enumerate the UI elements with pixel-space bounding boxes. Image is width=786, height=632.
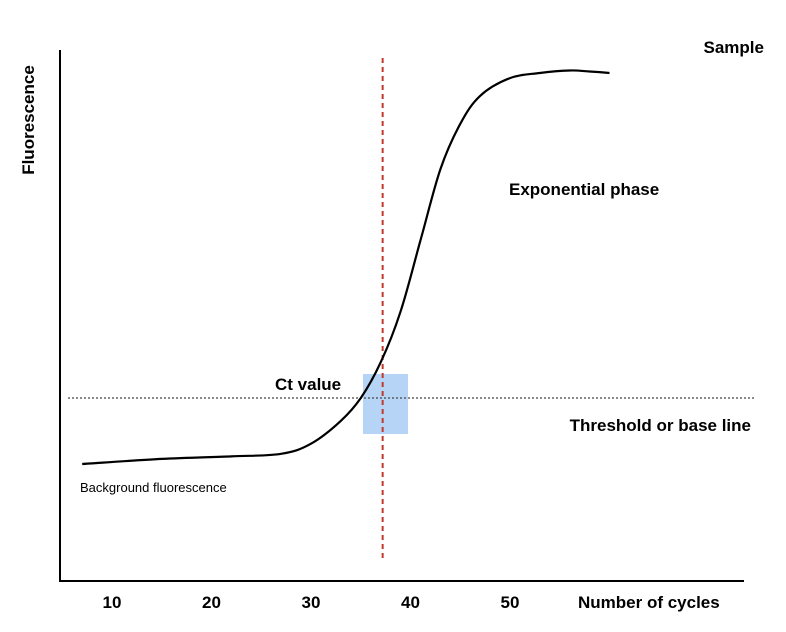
ct-value-label: Ct value — [275, 375, 341, 394]
y-axis-label: Fluorescence — [19, 65, 38, 175]
background-fluorescence-label: Background fluorescence — [80, 480, 227, 495]
x-tick-label: 20 — [202, 593, 221, 612]
sample-label: Sample — [704, 38, 764, 57]
exponential-phase-label: Exponential phase — [509, 180, 659, 199]
x-tick-label: 30 — [302, 593, 321, 612]
x-tick-label: 40 — [401, 593, 420, 612]
x-tick-label: 10 — [103, 593, 122, 612]
sample-curve — [82, 69, 610, 466]
threshold-label: Threshold or base line — [570, 416, 751, 435]
x-axis-label: Number of cycles — [578, 593, 720, 612]
x-tick-label: 50 — [501, 593, 520, 612]
